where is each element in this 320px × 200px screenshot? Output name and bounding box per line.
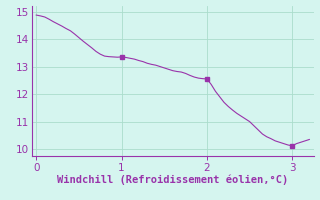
X-axis label: Windchill (Refroidissement éolien,°C): Windchill (Refroidissement éolien,°C) bbox=[57, 174, 288, 185]
